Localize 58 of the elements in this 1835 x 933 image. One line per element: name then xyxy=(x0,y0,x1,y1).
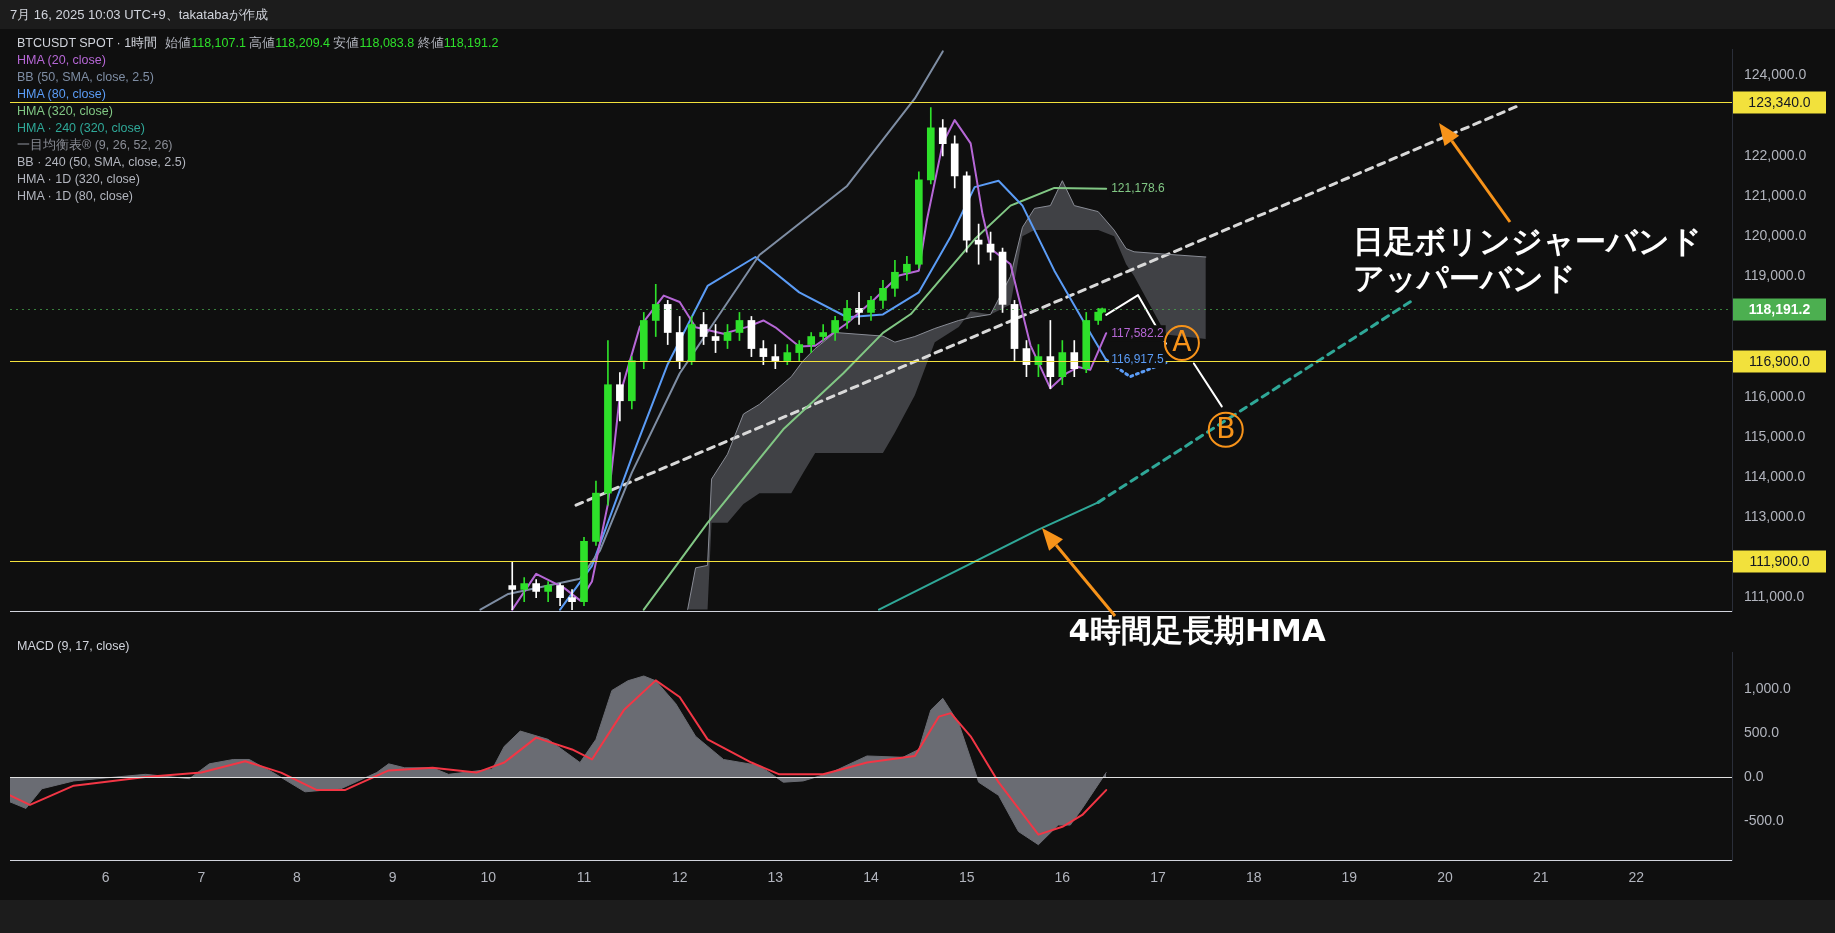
x-tick-label: 15 xyxy=(958,869,975,886)
data-label: 121,178.6 xyxy=(1111,181,1165,196)
x-tick-label: 14 xyxy=(863,869,879,886)
text: BB (50, SMA, close, 2.5) xyxy=(17,69,155,86)
chart-title: BTCUSDT SPOT · 1時間 xyxy=(17,36,158,50)
y-tick-label: 121,000.0 xyxy=(1744,186,1807,203)
x-tick-label: 18 xyxy=(1245,869,1262,886)
x-tick-label: 22 xyxy=(1628,869,1645,886)
x-tick-label: 12 xyxy=(671,869,688,886)
text: HMA (20, close) xyxy=(17,52,107,69)
annotation: 4時間足長期HMA xyxy=(1068,612,1327,650)
ref-line-label: 118,191.2 xyxy=(1748,301,1811,318)
y-tick-label: 122,000.0 xyxy=(1744,146,1807,163)
y-tick-label: 111,000.0 xyxy=(1744,588,1805,605)
text: HMA (80, close) xyxy=(17,86,107,103)
x-tick-label: 16 xyxy=(1054,869,1071,886)
x-tick-label: 13 xyxy=(767,869,784,886)
y-tick-label: 114,000.0 xyxy=(1744,467,1806,484)
x-tick-label: 20 xyxy=(1437,869,1453,886)
annotation: B xyxy=(1216,411,1236,445)
annotation: A xyxy=(1172,325,1192,359)
data-label: 117,582.2 xyxy=(1111,325,1164,340)
x-tick-label: 8 xyxy=(293,869,302,886)
annotation: 日足ボリンジャーバンドアッパーバンド xyxy=(1353,223,1703,297)
candlestick xyxy=(568,589,576,610)
candlestick xyxy=(855,292,863,325)
y-tick-label: 0.0 xyxy=(1744,767,1764,784)
x-tick-label: 9 xyxy=(388,869,397,886)
y-tick-label: -500.0 xyxy=(1744,811,1784,828)
chart-title: MACD (9, 17, close) xyxy=(17,639,130,653)
x-tick-label: 7 xyxy=(197,869,206,886)
y-tick-label: 124,000.0 xyxy=(1744,66,1807,83)
text: HMA (320, close) xyxy=(17,103,114,120)
text: 一目均衡表® (9, 26, 52, 26) xyxy=(17,137,174,154)
candlestick xyxy=(508,561,517,610)
y-tick-label: 115,000.0 xyxy=(1744,427,1806,444)
annotation: HMA · 1D (320, close) xyxy=(17,171,141,188)
x-tick-label: 21 xyxy=(1532,869,1549,886)
ref-line-label: 111,900.0 xyxy=(1749,553,1810,570)
y-tick-label: 113,000.0 xyxy=(1744,508,1806,525)
x-tick-label: 10 xyxy=(480,869,497,886)
x-tick-label: 6 xyxy=(101,869,110,886)
y-tick-label: 500.0 xyxy=(1744,724,1780,741)
y-tick-label: 120,000.0 xyxy=(1744,226,1807,243)
y-tick-label: 116,000.0 xyxy=(1744,387,1806,404)
text: HMA · 240 (320, close) xyxy=(17,120,146,137)
ref-line-label: 116,900.0 xyxy=(1748,353,1811,370)
y-tick-label: 119,000.0 xyxy=(1744,267,1806,284)
data-label: 116,917.5 xyxy=(1111,352,1164,367)
annotation: HMA · 1D (80, close) xyxy=(17,188,134,205)
ref-line-label: 123,340.0 xyxy=(1748,94,1811,111)
x-tick-label: 11 xyxy=(576,869,592,886)
annotation: BB · 240 (50, SMA, close, 2.5) xyxy=(17,154,187,171)
x-tick-label: 19 xyxy=(1341,869,1358,886)
text: 7月 16, 2025 10:03 UTC+9、takatabaが作成 xyxy=(10,6,269,24)
chart-subtitle: 始値118,107.1 高値118,209.4 安値118,083.8 終値118,191.2 xyxy=(165,36,499,50)
y-tick-label: 1,000.0 xyxy=(1744,680,1791,697)
x-tick-label: 17 xyxy=(1150,869,1166,886)
